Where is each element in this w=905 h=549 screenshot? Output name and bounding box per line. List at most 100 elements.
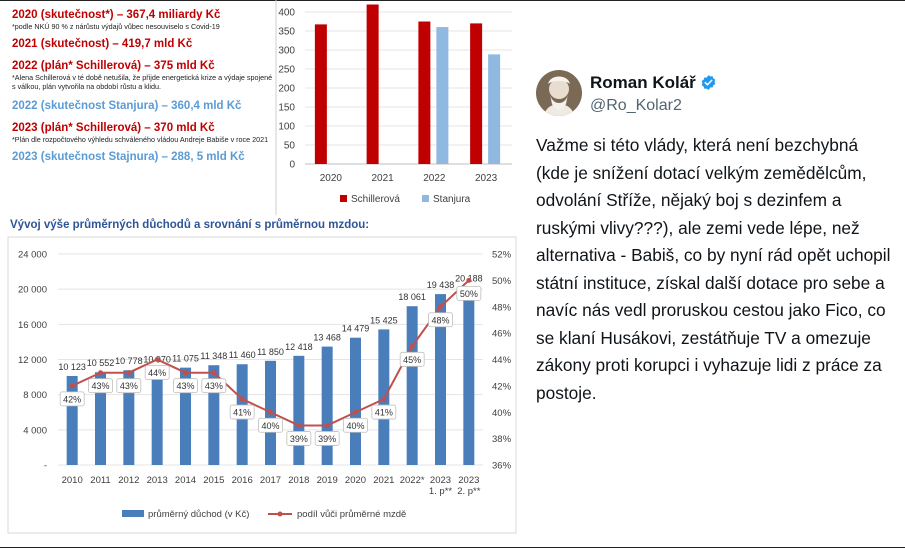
y-tick-label: 250 (278, 65, 295, 76)
share-point (154, 357, 160, 362)
budget-note: *Plán dle rozpočtového výhledu schválené… (12, 135, 269, 144)
image-panel: 2020 (skutečnost*) – 367,4 miliardy Kč *… (7, 0, 517, 534)
legend-label-line: podíl vůči průměrné mzdě (297, 509, 406, 520)
y-right-tick-label: 48% (492, 302, 512, 313)
share-label-box (258, 417, 283, 433)
pension-bar (406, 306, 418, 465)
share-point (353, 409, 358, 415)
x-tick-label: 2. p** (457, 486, 481, 497)
bar-data-label: 19 438 (427, 280, 455, 290)
y-right-tick-label: 50% (492, 276, 512, 287)
budget-item: 2020 (skutečnost*) – 367,4 miliardy Kč (12, 9, 221, 21)
share-label-box (59, 391, 85, 407)
x-tick-label: 2011 (90, 475, 110, 486)
share-label-box (399, 351, 425, 367)
legend-swatch (340, 195, 347, 202)
x-tick-label: 2010 (62, 475, 83, 486)
share-point (69, 383, 75, 389)
verified-badge-icon (700, 74, 717, 96)
y-left-tick-label: 24 000 (18, 250, 47, 261)
author-name[interactable]: Roman Kolář (590, 73, 717, 96)
budget-bar-chart: 0 50 100 150 200 250 300 350 400 2020 2021 2022 2023… (275, 0, 512, 215)
share-point (409, 343, 415, 349)
pension-bar (66, 376, 78, 465)
line-data-label: 41% (375, 408, 393, 418)
line-data-label: 44% (148, 368, 166, 378)
bar-schillerová (314, 24, 327, 164)
x-tick-label: 2016 (232, 475, 253, 486)
x-tick-label: 2020 (320, 173, 343, 184)
y-right-tick-label: 42% (492, 381, 512, 392)
line-data-label: 42% (63, 394, 81, 404)
bar-data-label: 11 348 (200, 351, 227, 361)
top-border (0, 0, 905, 1)
y-right-tick-label: 52% (492, 250, 512, 261)
y-tick-label: 100 (278, 122, 295, 133)
x-tick-label: 2020 (345, 475, 366, 486)
line-data-label: 43% (205, 381, 223, 391)
pension-bar (208, 365, 220, 465)
x-tick-label: 2019 (317, 475, 338, 486)
tweet-text: Važme si této vlády, která není bezchybn… (536, 135, 891, 403)
x-tick-label: 2022 (423, 173, 446, 184)
x-tick-label: 1. p** (429, 486, 453, 497)
line-data-label: 39% (290, 434, 308, 444)
pension-bar (95, 372, 106, 465)
pension-bar (123, 370, 135, 465)
bar-data-label: 18 061 (398, 292, 426, 302)
share-label-box (173, 378, 198, 394)
bottom-border (0, 547, 905, 548)
pension-chart: - 4 000 8 000 12 000 16 000 20 000 24 000 36% 38… (7, 236, 517, 534)
share-label-box (343, 417, 368, 433)
line-data-label: 40% (346, 421, 364, 431)
legend-swatch (422, 195, 429, 202)
legend-swatch-bars (122, 510, 144, 517)
share-point (381, 396, 387, 402)
share-point (239, 396, 245, 402)
bar-data-label: 14 479 (342, 324, 370, 334)
y-tick-label: 0 (289, 160, 295, 171)
line-data-label: 45% (403, 355, 421, 365)
bar-data-label: 11 850 (257, 347, 284, 357)
x-tick-label: 2015 (203, 475, 224, 486)
avatar[interactable] (536, 70, 582, 116)
share-label-box (314, 431, 340, 446)
author-handle[interactable]: @Ro_Kolar2 (590, 97, 682, 114)
share-label-box (116, 378, 142, 394)
pension-bar (350, 337, 361, 465)
bar-data-label: 10 123 (58, 362, 86, 372)
line-data-label: 50% (460, 289, 478, 299)
pension-bar (180, 367, 191, 465)
bar-stanjura (436, 27, 449, 164)
share-label-box (428, 312, 453, 328)
share-point (296, 422, 302, 428)
y-tick-label: 350 (278, 27, 295, 38)
y-tick-label: 300 (278, 46, 295, 57)
x-tick-label: 2013 (147, 475, 168, 486)
line-data-label: 40% (261, 421, 279, 431)
budget-note: *Alena Schillerová v té době netušila, ž… (12, 73, 273, 91)
author-name-text: Roman Kolář (590, 73, 696, 92)
budget-item: 2021 (skutečnost) – 419,7 mld Kč (12, 38, 193, 50)
budget-note: *podle NKÚ 90 % z nárůstu výdajů vůbec n… (12, 22, 220, 31)
share-point (98, 370, 103, 376)
bar-data-label: 10 552 (87, 358, 115, 368)
legend-label: Schillerová (351, 194, 400, 205)
bar-data-label: 11 460 (229, 350, 256, 360)
pension-bar (151, 368, 163, 465)
x-tick-label: 2021 (372, 173, 395, 184)
budget-list: 2020 (skutečnost*) – 367,4 miliardy Kč *… (12, 8, 274, 164)
y-right-tick-label: 44% (492, 355, 512, 366)
x-tick-label: 2022* (400, 475, 425, 486)
pension-bar (435, 294, 446, 465)
pension-bar (321, 346, 333, 465)
bar-data-label: 13 468 (313, 333, 341, 343)
legend-label-bars: průměrný důchod (v Kč) (148, 509, 249, 520)
bar-schillerová (366, 4, 379, 164)
pension-bar (463, 287, 475, 465)
share-point (466, 277, 472, 283)
budget-item: 2023 (plán* Schillerová) – 370 mld Kč (12, 122, 215, 134)
y-right-tick-label: 36% (492, 461, 512, 472)
legend-line-marker (277, 511, 283, 517)
line-data-label: 43% (120, 381, 138, 391)
